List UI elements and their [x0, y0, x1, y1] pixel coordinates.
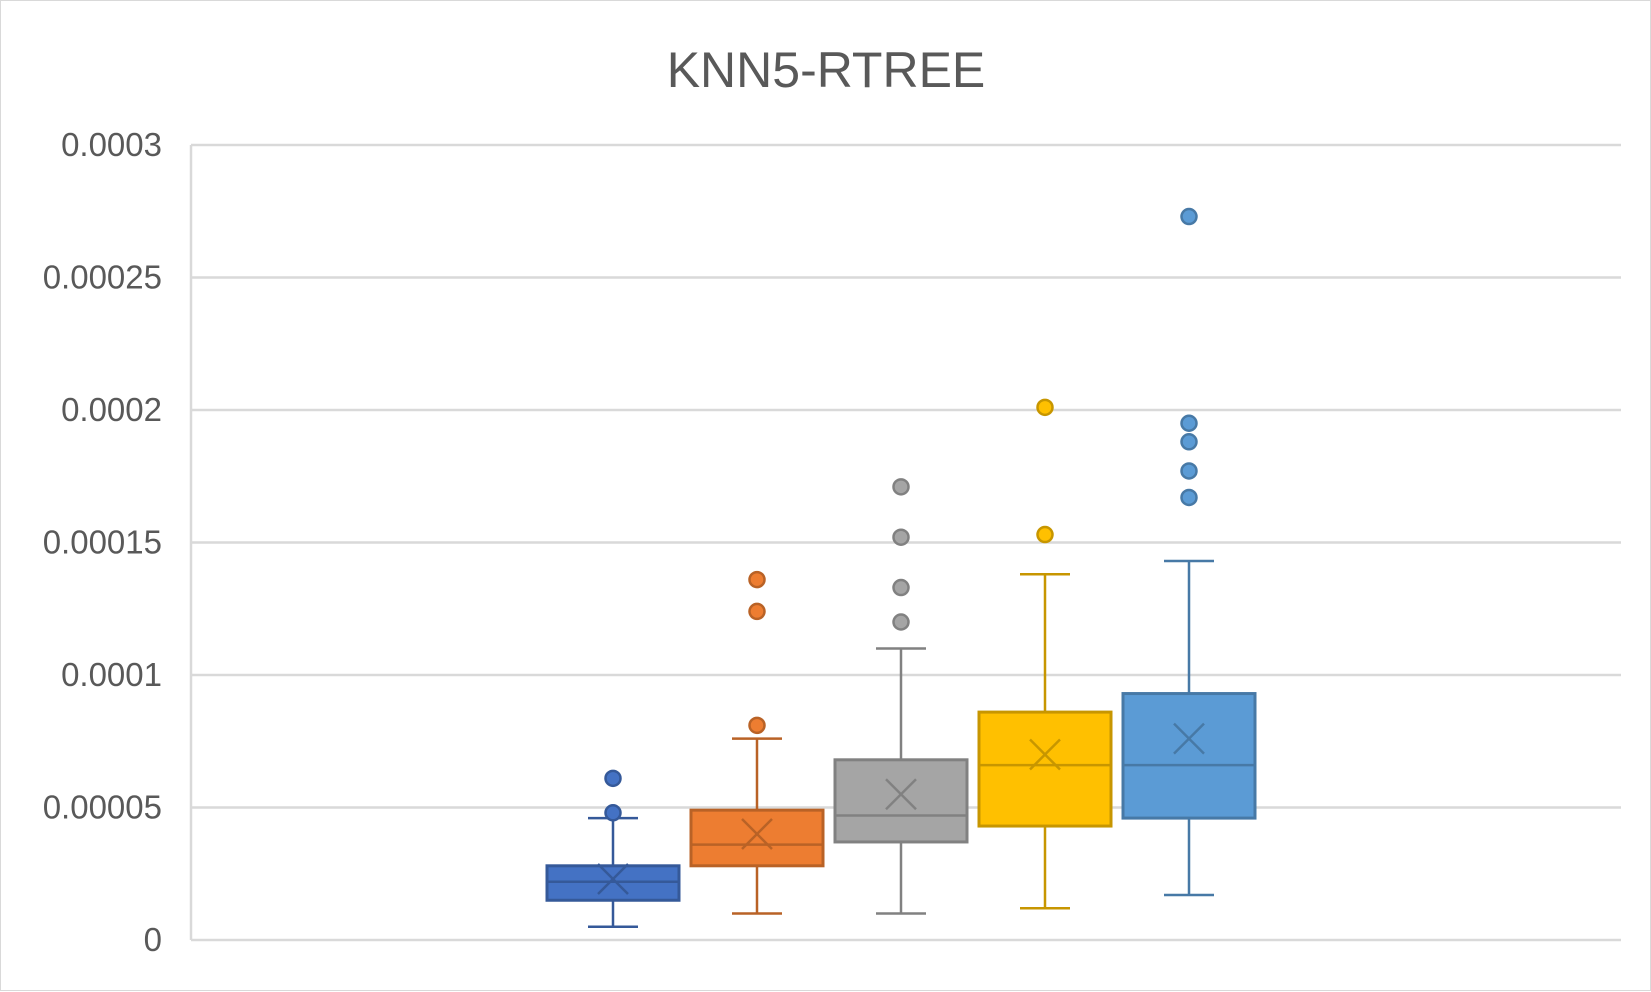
box-iqr	[689, 808, 825, 868]
mean-marker-stroke-b	[1029, 738, 1061, 771]
y-tick-label: 0.00015	[43, 524, 162, 561]
outlier-point	[604, 769, 622, 788]
y-tick-label: 0.00005	[43, 789, 162, 826]
outlier-point	[748, 716, 766, 735]
outlier-point	[604, 804, 622, 822]
y-axis-tick-labels: 0 0.00005 0.0001 0.00015 0.0002 0.00025 0.0003	[43, 126, 162, 958]
outlier-point	[748, 570, 766, 589]
outlier-point	[1180, 462, 1198, 480]
y-tick-label: 0.0002	[61, 391, 162, 428]
outlier-point	[892, 528, 910, 546]
outlier-point	[1036, 398, 1054, 417]
gridlines	[189, 143, 1621, 942]
outlier-point	[1180, 207, 1198, 226]
mean-marker-stroke-b	[597, 863, 629, 895]
y-tick-label: 0	[144, 921, 162, 958]
box-series-3	[833, 478, 969, 915]
box-series-2	[689, 570, 825, 915]
outlier-point	[1036, 525, 1054, 544]
outlier-point	[892, 578, 910, 597]
y-tick-label: 0.0003	[61, 126, 162, 163]
box-series-1	[545, 769, 681, 928]
mean-marker-stroke-b	[1173, 722, 1205, 755]
chart-title: KNN5-RTREE	[667, 42, 986, 98]
box-series-5	[1121, 207, 1257, 897]
outlier-point	[748, 602, 766, 621]
box-iqr	[977, 710, 1113, 828]
y-tick-label: 0.00025	[43, 259, 162, 296]
box-iqr	[833, 758, 969, 844]
mean-marker-stroke-b	[741, 818, 773, 850]
outlier-point	[892, 478, 910, 496]
y-tick-label: 0.0001	[61, 656, 162, 693]
outlier-point	[1180, 414, 1198, 432]
outlier-point	[1180, 433, 1198, 451]
outlier-point	[892, 613, 910, 631]
box-iqr	[1121, 692, 1257, 820]
box-series-4	[977, 398, 1113, 910]
mean-marker-stroke-b	[885, 778, 917, 811]
outlier-point	[1180, 488, 1198, 507]
box-iqr	[545, 864, 681, 902]
box-series-group	[545, 207, 1257, 928]
